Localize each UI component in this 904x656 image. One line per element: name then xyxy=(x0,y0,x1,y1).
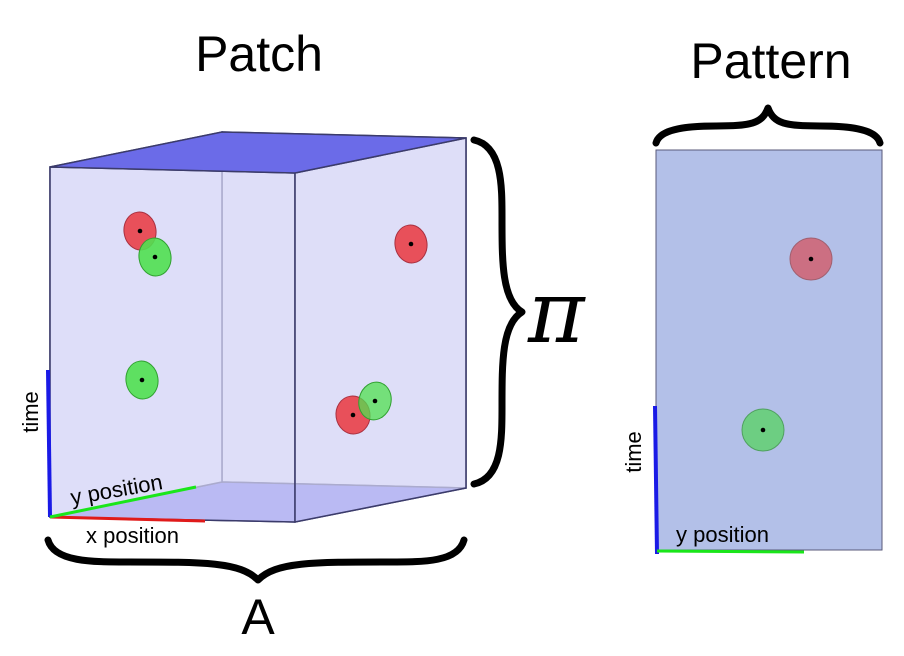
patch-event-dot xyxy=(372,398,378,404)
patch-front-face xyxy=(49,166,296,523)
patch-a-label: A xyxy=(241,589,275,645)
patch-pi-label: π xyxy=(527,263,586,363)
patch-x-position-label: x position xyxy=(86,523,179,548)
patch-time-axis xyxy=(46,369,52,518)
pattern-event-dot xyxy=(760,427,766,433)
pattern-y-position-label: y position xyxy=(676,522,769,547)
patch-events xyxy=(123,211,428,435)
patch-event-dot xyxy=(350,412,356,418)
pattern-y-axis xyxy=(656,549,805,554)
pattern-time-axis xyxy=(653,405,659,555)
pattern-panel xyxy=(655,149,883,551)
pattern-event-dot xyxy=(808,256,814,262)
patch-group: Patch time y position x position π A xyxy=(18,26,586,645)
patch-right-face xyxy=(294,137,467,523)
patch-event-dot xyxy=(408,241,414,247)
patch-title: Patch xyxy=(195,26,323,82)
pattern-time-label: time xyxy=(621,431,646,473)
pattern-top-brace xyxy=(652,104,884,147)
patch-event-dot xyxy=(152,254,158,260)
patch-event-dot xyxy=(139,377,145,383)
pattern-title: Pattern xyxy=(690,33,851,89)
patch-time-label: time xyxy=(18,391,43,433)
patch-right-brace xyxy=(470,136,526,488)
patch-event-dot xyxy=(137,228,143,234)
patch-bottom-brace xyxy=(44,536,468,584)
patch-top-face xyxy=(49,131,467,174)
patch-y-axis xyxy=(49,485,197,519)
patch-x-axis xyxy=(49,515,206,523)
pattern-group: Pattern time y position xyxy=(621,33,884,555)
